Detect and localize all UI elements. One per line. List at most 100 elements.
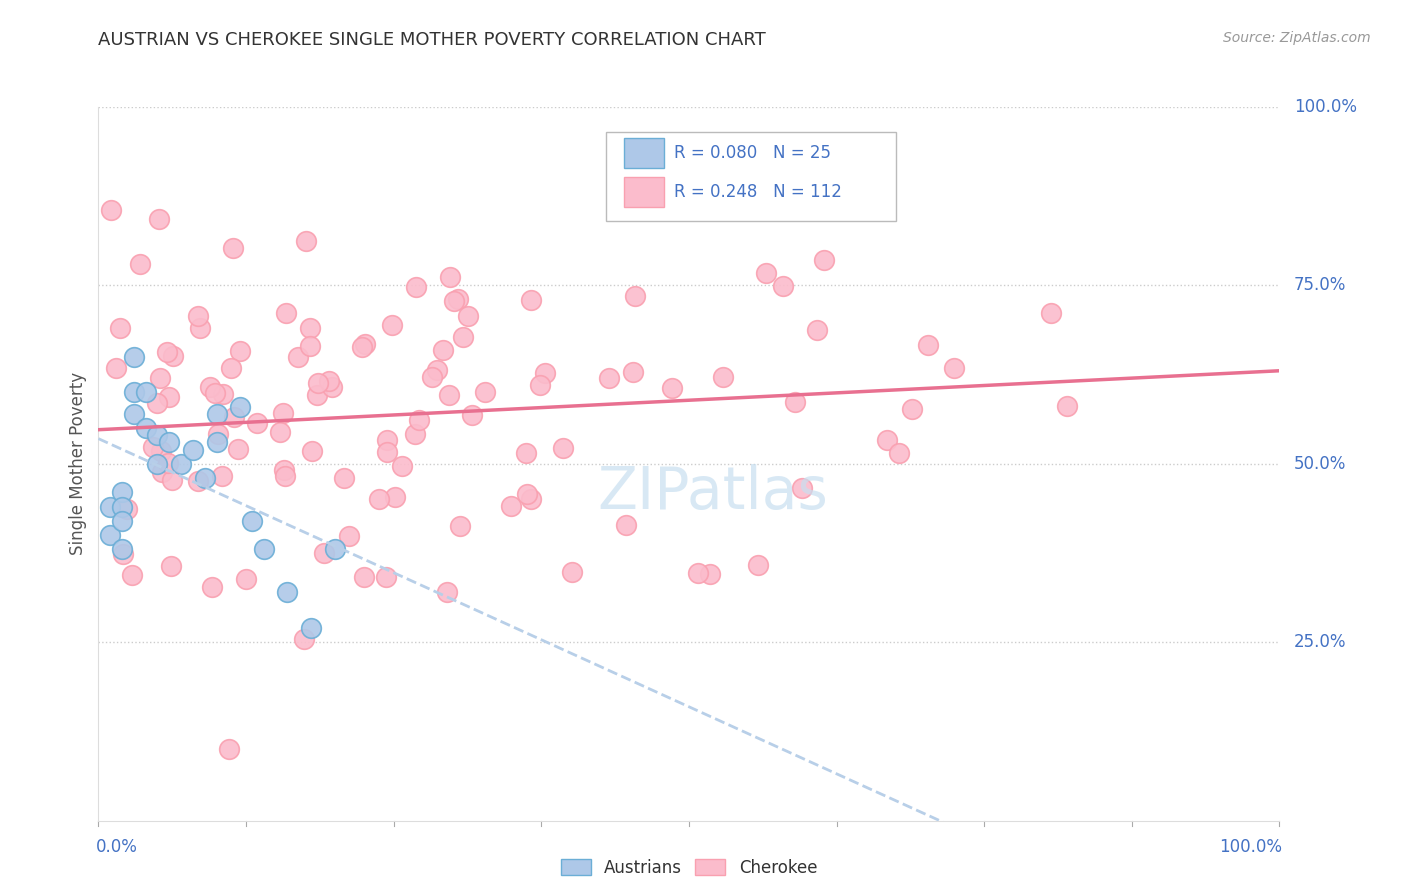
Point xyxy=(122,385,145,400)
Point xyxy=(375,444,398,458)
Point xyxy=(460,409,482,423)
Point xyxy=(367,491,389,506)
Point xyxy=(381,318,404,332)
Point xyxy=(148,211,170,226)
Point xyxy=(711,369,734,384)
Point xyxy=(516,487,538,501)
Text: Source: ZipAtlas.com: Source: ZipAtlas.com xyxy=(1223,31,1371,45)
Point xyxy=(271,406,294,420)
Point xyxy=(111,485,134,500)
Point xyxy=(142,440,165,454)
Point xyxy=(426,362,449,376)
Point xyxy=(755,266,778,280)
Point xyxy=(520,293,543,307)
Point xyxy=(339,529,361,543)
Point xyxy=(474,384,496,399)
Point xyxy=(188,320,211,334)
Point xyxy=(187,309,209,323)
Point xyxy=(226,442,249,457)
Point xyxy=(253,542,276,557)
Point xyxy=(111,547,134,561)
Point xyxy=(305,387,328,401)
Point xyxy=(889,445,911,459)
Point xyxy=(148,371,170,385)
Point xyxy=(321,380,343,394)
FancyBboxPatch shape xyxy=(624,138,664,169)
Point xyxy=(814,136,837,150)
Point xyxy=(98,528,121,542)
Point xyxy=(561,565,583,579)
Legend: Austrians, Cherokee: Austrians, Cherokee xyxy=(554,853,824,884)
Point xyxy=(404,427,426,442)
Point xyxy=(1056,399,1078,413)
Point xyxy=(447,293,470,307)
Point xyxy=(772,278,794,293)
Point xyxy=(301,444,323,458)
Point xyxy=(108,321,131,335)
Point xyxy=(287,350,309,364)
Point xyxy=(149,443,172,458)
Point xyxy=(129,257,152,271)
Y-axis label: Single Mother Poverty: Single Mother Poverty xyxy=(69,372,87,556)
Point xyxy=(813,253,835,268)
Point xyxy=(323,542,346,557)
Point xyxy=(187,474,209,488)
Point xyxy=(443,293,465,308)
Point xyxy=(790,482,813,496)
Point xyxy=(156,456,179,470)
Point xyxy=(246,416,269,430)
Point xyxy=(806,323,828,337)
Point xyxy=(420,369,443,384)
Point xyxy=(135,385,157,400)
Text: R = 0.248   N = 112: R = 0.248 N = 112 xyxy=(673,183,841,201)
Point xyxy=(115,502,138,516)
Point xyxy=(212,387,235,401)
Point xyxy=(111,542,134,557)
Point xyxy=(205,407,228,421)
Point xyxy=(298,321,321,335)
Point xyxy=(529,378,551,392)
Point xyxy=(405,280,427,294)
Point xyxy=(333,471,356,485)
Text: R = 0.080   N = 25: R = 0.080 N = 25 xyxy=(673,145,831,162)
Point xyxy=(111,500,134,514)
Point xyxy=(157,435,180,450)
Point xyxy=(661,381,683,395)
Point xyxy=(457,309,479,323)
Point xyxy=(408,412,430,426)
Point xyxy=(146,396,169,410)
Point xyxy=(699,566,721,581)
FancyBboxPatch shape xyxy=(606,132,896,221)
Point xyxy=(614,518,637,533)
Point xyxy=(219,360,242,375)
Point xyxy=(156,345,179,359)
Point xyxy=(688,566,710,581)
Point xyxy=(228,343,250,358)
Point xyxy=(943,361,966,376)
Point xyxy=(436,584,458,599)
Point xyxy=(111,514,134,528)
Point xyxy=(135,421,157,435)
Point xyxy=(160,473,183,487)
Point xyxy=(218,742,240,756)
Point xyxy=(121,568,143,582)
Point xyxy=(229,400,252,414)
Point xyxy=(353,337,375,351)
Point xyxy=(162,349,184,363)
Point xyxy=(747,558,769,573)
Point xyxy=(314,546,336,560)
Point xyxy=(211,469,233,483)
Point xyxy=(352,340,374,354)
Point xyxy=(222,241,245,255)
Point xyxy=(917,337,939,351)
Point xyxy=(451,330,474,344)
Point xyxy=(146,428,169,442)
Point xyxy=(624,289,647,303)
Text: 50.0%: 50.0% xyxy=(1294,455,1346,473)
Point xyxy=(439,270,461,285)
Point xyxy=(1039,306,1062,320)
Point xyxy=(294,234,316,248)
Point xyxy=(375,434,398,448)
Point xyxy=(437,388,460,402)
Point xyxy=(276,306,298,320)
